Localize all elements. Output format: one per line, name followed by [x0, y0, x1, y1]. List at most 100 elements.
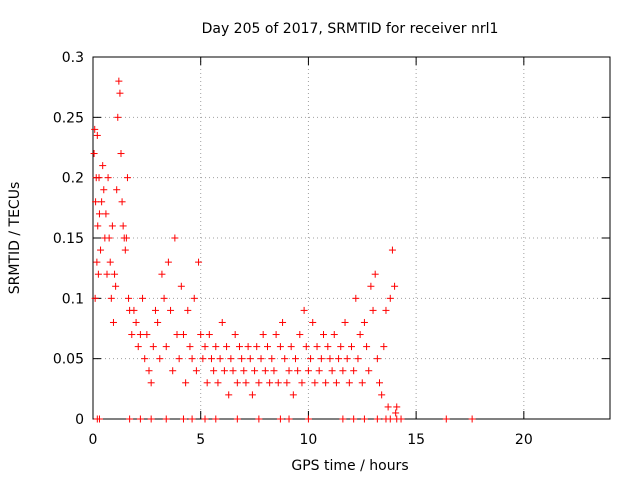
zero-point [350, 415, 358, 423]
data-point [220, 367, 228, 375]
data-point [248, 391, 256, 399]
data-point [319, 331, 327, 339]
data-point [125, 294, 133, 302]
data-point [376, 379, 384, 387]
zero-point [360, 415, 368, 423]
data-point [109, 318, 117, 326]
zero-point [95, 415, 103, 423]
data-point [199, 355, 207, 363]
data-point [143, 331, 151, 339]
data-point [309, 318, 317, 326]
zero-point [304, 415, 312, 423]
data-point [281, 355, 289, 363]
data-point [177, 282, 185, 290]
data-point [136, 331, 144, 339]
zero-point [126, 415, 134, 423]
data-point [93, 131, 101, 139]
zero-point [285, 415, 293, 423]
data-points [90, 77, 401, 417]
data-point [201, 343, 209, 351]
data-point [190, 294, 198, 302]
plot-frame [92, 56, 611, 420]
data-point [352, 294, 360, 302]
data-point [207, 355, 215, 363]
data-point [348, 343, 355, 351]
data-point [149, 343, 157, 351]
x-tick-label: 5 [196, 432, 205, 448]
data-point [266, 379, 274, 387]
data-point [363, 343, 371, 351]
data-point [105, 234, 113, 242]
data-point [167, 306, 175, 314]
data-point [218, 318, 226, 326]
zero-point [147, 415, 155, 423]
data-point [122, 234, 130, 242]
data-point [100, 186, 108, 194]
data-point [212, 343, 220, 351]
data-point [90, 150, 98, 158]
data-point [123, 174, 131, 182]
data-point [115, 77, 123, 85]
data-point [268, 355, 276, 363]
data-point [322, 379, 330, 387]
data-point [104, 174, 112, 182]
data-point [302, 343, 310, 351]
tick-labels: 0 0.05 0.1 0.15 0.2 0.25 0.3 0 5 10 15 20 [53, 50, 533, 448]
data-point [343, 355, 351, 363]
zero-point [397, 415, 405, 423]
data-point [156, 355, 164, 363]
data-point [386, 294, 394, 302]
data-point [369, 306, 377, 314]
zero-point [233, 415, 241, 423]
data-point [91, 125, 99, 133]
data-point [253, 343, 261, 351]
data-point [380, 343, 388, 351]
data-point [97, 246, 105, 254]
data-point [257, 355, 265, 363]
zero-point [442, 415, 450, 423]
data-point [154, 318, 162, 326]
data-point [186, 343, 194, 351]
y-tick-label: 0 [75, 412, 84, 428]
data-point [92, 198, 100, 206]
data-point [184, 306, 192, 314]
data-point [179, 331, 187, 339]
data-point [203, 379, 211, 387]
x-tick-label: 10 [300, 432, 318, 448]
data-point [337, 343, 345, 351]
y-tick-label: 0.3 [62, 50, 84, 66]
data-point [214, 379, 222, 387]
data-point [263, 343, 271, 351]
data-point [311, 379, 319, 387]
data-point [388, 246, 396, 254]
chart-title: Day 205 of 2017, SRMTID for receiver nrl… [202, 21, 499, 37]
data-point [91, 294, 99, 302]
data-point [272, 331, 280, 339]
data-point [382, 306, 390, 314]
data-point [339, 367, 347, 375]
data-point [139, 294, 147, 302]
zero-point [162, 415, 170, 423]
data-point [356, 331, 364, 339]
data-point [283, 379, 291, 387]
data-point [225, 391, 233, 399]
data-point [330, 331, 338, 339]
x-axis-label: GPS time / hours [291, 458, 408, 474]
zero-point [373, 415, 381, 423]
x-tick-label: 20 [515, 432, 533, 448]
data-point [227, 355, 235, 363]
data-point [235, 343, 243, 351]
data-point [175, 355, 183, 363]
axis-ticks [92, 56, 610, 420]
data-point [393, 403, 401, 411]
data-point [324, 343, 332, 351]
data-point [296, 331, 304, 339]
data-point [112, 282, 120, 290]
data-point [99, 162, 107, 170]
zero-point [136, 415, 144, 423]
data-point [300, 306, 308, 314]
data-point [223, 343, 231, 351]
data-point [289, 391, 297, 399]
y-tick-label: 0.15 [53, 231, 84, 247]
data-point [128, 331, 136, 339]
